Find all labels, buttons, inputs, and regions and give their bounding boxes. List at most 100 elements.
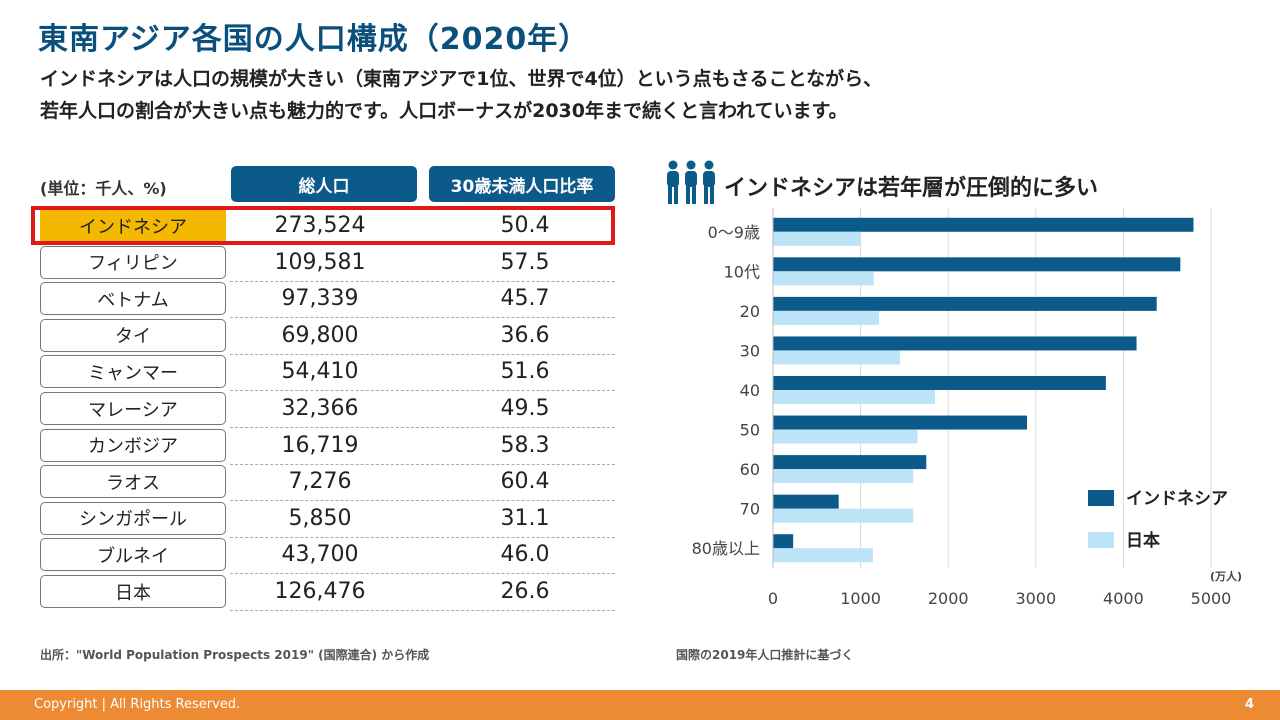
legend-label: インドネシア <box>1126 489 1228 509</box>
total-population: 16,719 <box>281 432 359 458</box>
bar-japan <box>773 390 936 404</box>
legend-swatch <box>1088 532 1114 548</box>
header-under-30-ratio: 30歳未満人口比率 <box>429 166 615 202</box>
country-name: フィリピン <box>40 245 226 279</box>
bar-japan <box>773 548 873 563</box>
row-divider <box>230 280 615 282</box>
x-tick-label: 2000 <box>928 589 969 608</box>
table-row: タイ 69,800 36.6 <box>40 318 615 355</box>
table-unit-label: (単位：千人、%) <box>40 179 167 198</box>
footer-bar: Copyright | All Rights Reserved. 4 <box>0 690 1280 720</box>
bar-japan <box>773 508 914 523</box>
bar-japan <box>773 310 879 325</box>
header-total-population: 総人口 <box>231 166 417 202</box>
legend-label: 日本 <box>1126 530 1160 551</box>
bar-indonesia <box>773 296 1157 311</box>
under-30-ratio: 45.7 <box>500 286 550 312</box>
x-tick-label: 1000 <box>840 589 881 608</box>
y-category-label: 70 <box>740 500 760 519</box>
country-name: ベトナム <box>40 282 226 316</box>
bar-indonesia <box>773 217 1194 232</box>
x-tick-label: 3000 <box>1015 589 1056 608</box>
row-divider <box>230 610 615 611</box>
lead-text-line-1: インドネシアは人口の規模が大きい（東南アジアで1位、世界で4位）という点もさるこ… <box>40 68 883 90</box>
total-population: 69,800 <box>281 322 359 348</box>
legend-swatch <box>1088 490 1114 506</box>
country-name: ブルネイ <box>40 538 226 572</box>
bar-japan <box>773 429 918 444</box>
y-category-label: 0〜9歳 <box>708 223 760 242</box>
bar-japan <box>773 271 874 286</box>
row-divider <box>230 536 615 538</box>
table-row: シンガポール 5,850 31.1 <box>40 501 615 538</box>
row-divider <box>230 500 615 502</box>
total-population: 126,476 <box>274 579 366 604</box>
table-row: ブルネイ 43,700 46.0 <box>40 538 615 575</box>
table-row: 日本 126,476 26.6 <box>40 575 615 611</box>
under-30-ratio: 58.3 <box>500 432 550 458</box>
under-30-ratio: 26.6 <box>500 579 550 604</box>
bar-indonesia <box>773 415 1028 430</box>
y-category-label: 60 <box>740 460 760 479</box>
total-population: 54,410 <box>281 359 359 385</box>
row-divider <box>230 427 615 428</box>
under-30-ratio: 49.5 <box>500 396 550 421</box>
table-row: ベトナム 97,339 45.7 <box>40 282 615 319</box>
bar-indonesia <box>773 376 1106 390</box>
y-category-label: 50 <box>740 421 760 440</box>
total-population: 43,700 <box>281 542 359 568</box>
under-30-ratio: 31.1 <box>500 505 550 531</box>
bar-japan <box>773 231 861 246</box>
under-30-ratio: 46.0 <box>500 542 550 568</box>
lead-text-line-2: 若年人口の割合が大きい点も魅力的です。人口ボーナスが2030年まで続くと言われて… <box>40 100 848 122</box>
total-population: 5,850 <box>288 505 352 531</box>
under-30-ratio: 50.4 <box>500 213 550 238</box>
row-divider <box>230 573 615 575</box>
table-row: マレーシア 32,366 49.5 <box>40 392 615 428</box>
country-name: 日本 <box>40 575 226 608</box>
chart-note: 国際の2019年人口推計に基づく <box>676 648 854 662</box>
x-tick-label: 4000 <box>1103 589 1144 608</box>
total-population: 32,366 <box>281 396 359 421</box>
country-name: インドネシア <box>40 209 226 242</box>
page-title: 東南アジア各国の人口構成（2020年） <box>38 22 590 57</box>
table-row: フィリピン 109,581 57.5 <box>40 245 615 282</box>
x-tick-label: 0 <box>768 589 778 608</box>
bar-indonesia <box>773 336 1137 351</box>
y-category-label: 40 <box>740 381 760 400</box>
country-name: タイ <box>40 318 226 352</box>
row-divider <box>230 317 615 319</box>
country-name: ミャンマー <box>40 355 226 389</box>
under-30-ratio: 51.6 <box>500 359 550 385</box>
table-row: カンボジア 16,719 58.3 <box>40 428 615 465</box>
highlight-frame <box>31 206 615 245</box>
under-30-ratio: 57.5 <box>500 249 550 275</box>
people-icon <box>667 160 715 204</box>
y-category-label: 10代 <box>724 262 760 281</box>
total-population: 109,581 <box>274 249 366 275</box>
country-name: ラオス <box>40 465 226 499</box>
total-population: 7,276 <box>288 469 352 495</box>
copyright-text: Copyright | All Rights Reserved. <box>34 697 241 712</box>
bar-japan <box>773 350 901 365</box>
x-axis-unit: (万人) <box>1210 569 1242 583</box>
bar-indonesia <box>773 257 1181 272</box>
total-population: 97,339 <box>281 286 359 312</box>
total-population: 273,524 <box>274 213 366 238</box>
bar-japan <box>773 469 914 484</box>
country-name: カンボジア <box>40 428 226 462</box>
row-divider <box>230 390 615 392</box>
table-row: インドネシア 273,524 50.4 <box>40 209 615 245</box>
bar-indonesia <box>773 455 927 470</box>
row-divider <box>230 353 615 355</box>
bar-indonesia <box>773 534 794 549</box>
country-name: シンガポール <box>40 501 226 535</box>
table-row: ラオス 7,276 60.4 <box>40 465 615 502</box>
y-category-label: 80歳以上 <box>692 539 760 558</box>
under-30-ratio: 36.6 <box>500 322 550 348</box>
under-30-ratio: 60.4 <box>500 469 550 495</box>
row-divider <box>230 463 615 465</box>
page-number: 4 <box>1244 697 1254 712</box>
table-row: ミャンマー 54,410 51.6 <box>40 355 615 392</box>
